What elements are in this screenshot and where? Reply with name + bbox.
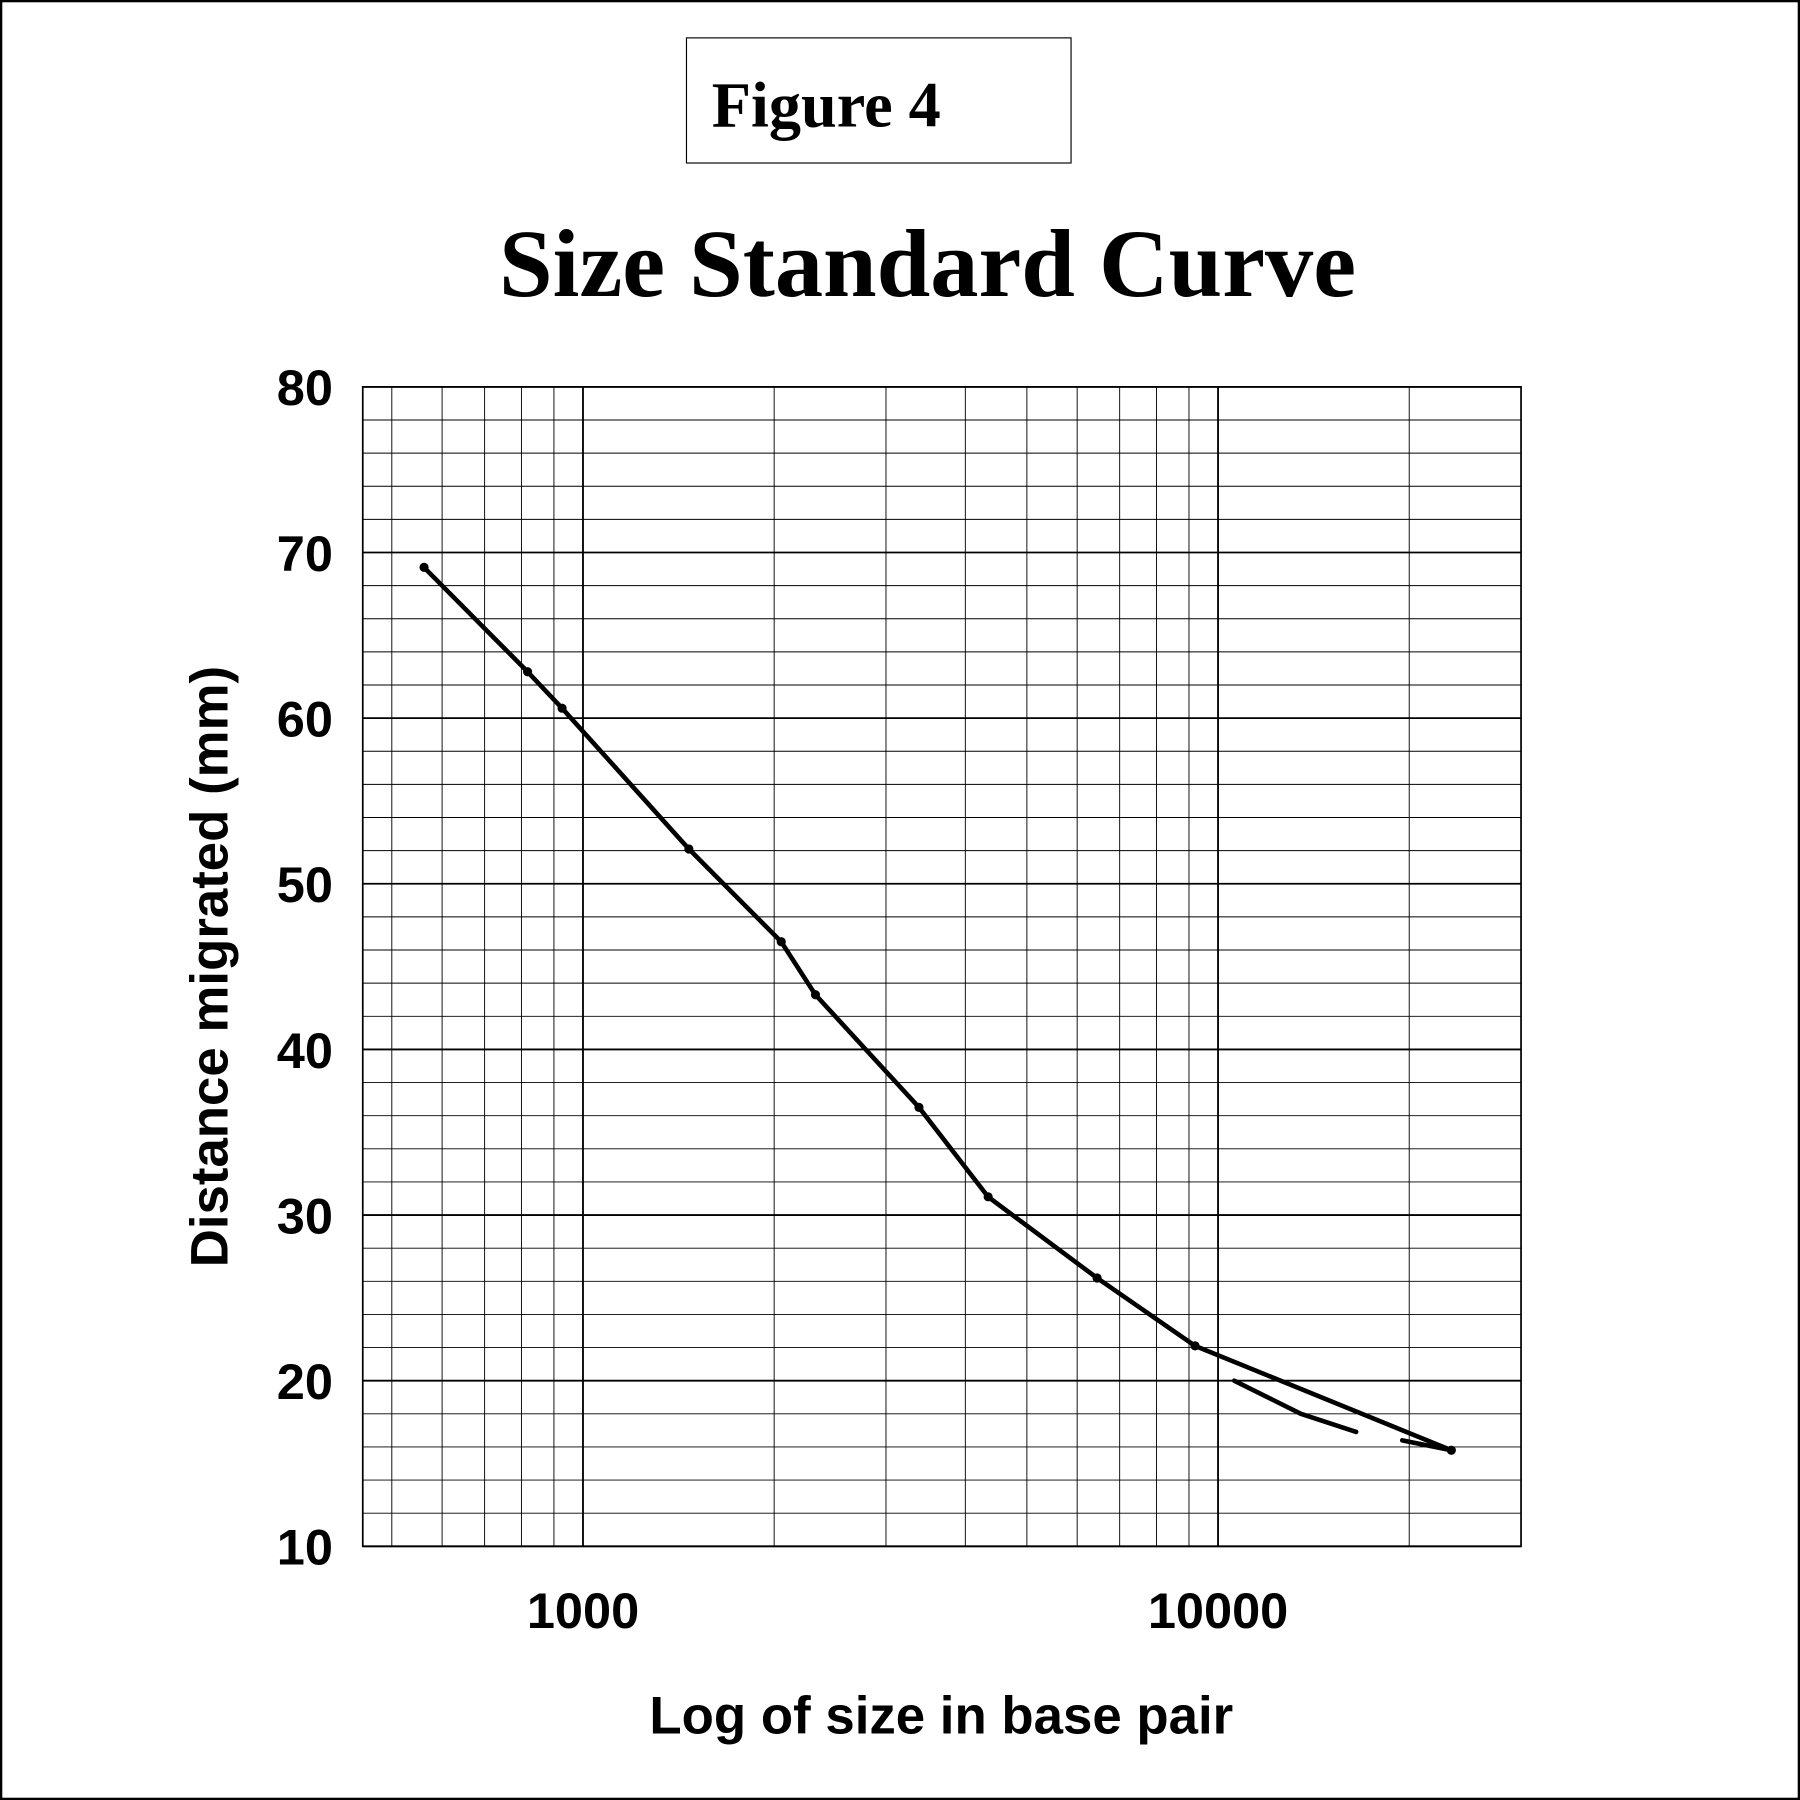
y-tick-label: 20 [277,1353,333,1410]
figure-label-box [685,37,1072,164]
grid [361,385,1522,1548]
y-tick-label: 60 [277,690,333,747]
chart-title: Size Standard Curve [499,210,1356,317]
y-tick-labels: 10 20 30 40 50 60 70 80 [277,359,333,1575]
x-tick-labels: 1000 10000 [527,1582,1288,1639]
data-point [983,1192,993,1202]
data-point [810,990,821,1000]
x-tick-label: 10000 [1148,1582,1288,1639]
y-tick-label: 70 [277,525,333,582]
data-point [1092,1273,1102,1283]
data-point [684,844,694,854]
data-point [776,937,786,947]
data-point [914,1102,924,1112]
y-tick-label: 40 [277,1022,333,1079]
figure-label: Figure 4 [712,69,941,140]
y-tick-label: 10 [277,1519,333,1576]
series-line [1231,1378,1359,1435]
series-line [1399,1438,1454,1453]
x-axis-label: Log of size in base pair [649,1686,1233,1745]
data-point [419,562,429,572]
x-tick-label: 1000 [527,1582,639,1639]
y-tick-label: 50 [277,856,333,913]
y-tick-label: 30 [277,1187,333,1244]
series [419,562,1456,1455]
data-point [522,667,533,677]
y-axis-label: Distance migrated (mm) [180,666,239,1267]
data-point [557,703,567,713]
y-tick-label: 80 [277,359,333,416]
data-point [1190,1341,1200,1351]
